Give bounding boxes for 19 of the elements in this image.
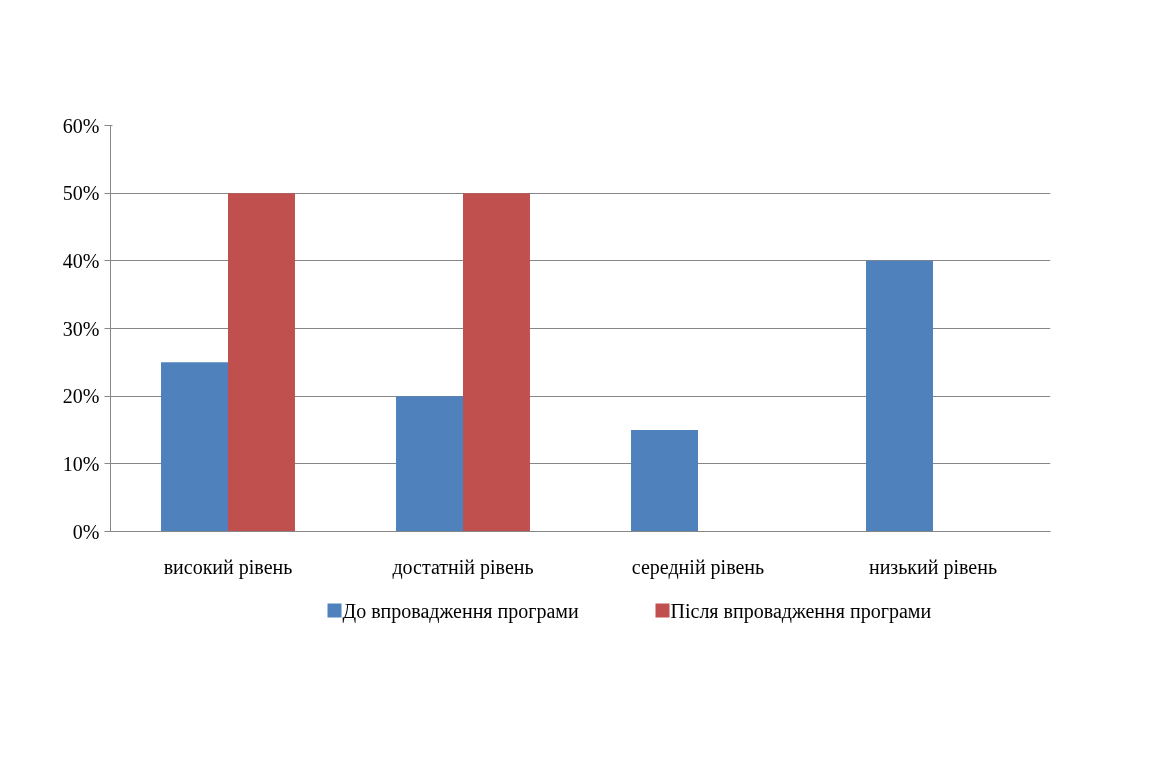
y-tick-label: 50% bbox=[62, 182, 100, 205]
x-tick-label: достатній рівень bbox=[392, 555, 534, 579]
bar bbox=[866, 260, 933, 532]
x-tick-label: низький рівень bbox=[868, 555, 998, 579]
bar bbox=[161, 362, 228, 532]
y-tick-label: 30% bbox=[62, 317, 100, 340]
legend-label: До впровадження програми bbox=[342, 599, 579, 623]
bar bbox=[228, 193, 295, 532]
bar bbox=[463, 193, 530, 532]
y-tick-label: 10% bbox=[62, 452, 100, 475]
bar bbox=[396, 396, 463, 532]
x-tick-label: середній рівень bbox=[631, 555, 765, 579]
y-tick-label: 60% bbox=[62, 114, 100, 137]
y-tick-label: 20% bbox=[62, 385, 100, 408]
bar bbox=[631, 430, 698, 532]
y-tick-label: 0% bbox=[72, 520, 100, 543]
legend-label: Після впровадження програми bbox=[670, 599, 932, 623]
y-tick-label: 40% bbox=[62, 249, 100, 272]
x-tick-label: високий рівень bbox=[163, 555, 293, 579]
